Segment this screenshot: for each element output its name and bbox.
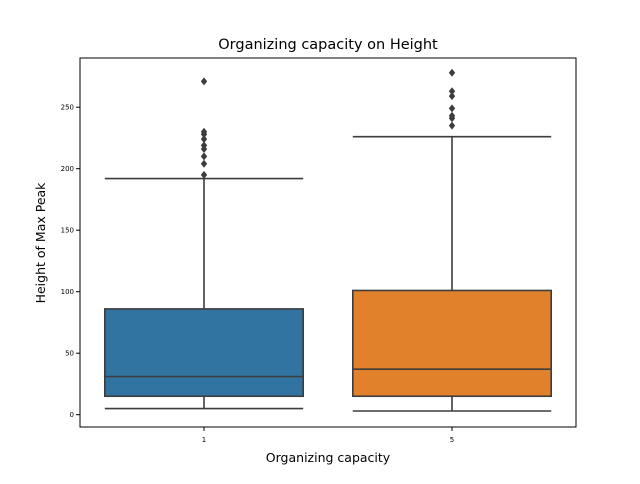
y-tick-label: 0 bbox=[70, 411, 74, 419]
y-tick-label: 50 bbox=[65, 350, 74, 358]
x-axis-label: Organizing capacity bbox=[266, 450, 391, 465]
box-5 bbox=[353, 290, 551, 396]
x-tick-label: 5 bbox=[450, 436, 454, 444]
y-axis-label: Height of Max Peak bbox=[33, 182, 48, 304]
box-1 bbox=[105, 309, 303, 396]
x-tick-label: 1 bbox=[202, 436, 206, 444]
chart-title: Organizing capacity on Height bbox=[218, 37, 438, 53]
y-tick-label: 100 bbox=[61, 288, 74, 296]
y-tick-label: 250 bbox=[61, 104, 74, 112]
y-tick-label: 200 bbox=[61, 165, 74, 173]
y-tick-label: 150 bbox=[61, 227, 74, 235]
